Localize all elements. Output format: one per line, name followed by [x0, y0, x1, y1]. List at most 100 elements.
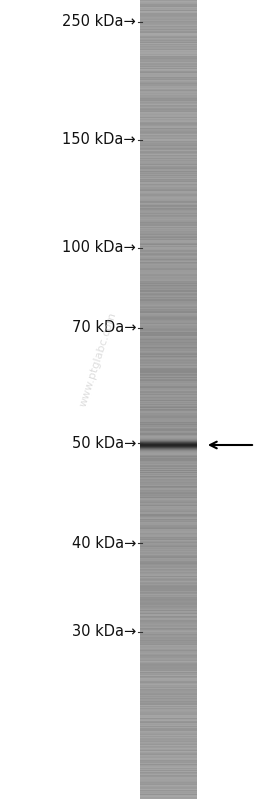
Bar [140, 397, 197, 399]
Bar [140, 95, 197, 97]
Bar [140, 613, 197, 614]
Bar [140, 424, 197, 426]
Bar [140, 547, 197, 548]
Bar [140, 368, 197, 369]
Bar [140, 39, 197, 41]
Bar [140, 31, 197, 33]
Bar [140, 400, 197, 402]
Bar [140, 770, 197, 772]
Bar [140, 526, 197, 527]
Bar [140, 208, 197, 209]
Bar [140, 318, 197, 320]
Bar [140, 727, 197, 729]
Bar [140, 40, 197, 42]
Bar [140, 724, 197, 725]
Bar [140, 507, 197, 508]
Bar [140, 120, 197, 121]
Bar [140, 2, 197, 3]
Bar [140, 611, 197, 613]
Bar [140, 534, 197, 535]
Bar [140, 77, 197, 78]
Bar [140, 576, 197, 578]
Bar [140, 212, 197, 213]
Bar [140, 32, 197, 34]
Bar [140, 673, 197, 674]
Bar [140, 669, 197, 670]
Bar [140, 72, 197, 74]
Bar [140, 35, 197, 37]
Bar [140, 655, 197, 657]
Bar [140, 409, 197, 411]
Bar [140, 704, 197, 706]
Bar [140, 361, 197, 363]
Bar [140, 606, 197, 607]
Bar [140, 596, 197, 598]
Bar [140, 648, 197, 650]
Bar [140, 720, 197, 721]
Bar [140, 773, 197, 774]
Bar [140, 518, 197, 519]
Bar [140, 391, 197, 392]
Bar [140, 87, 197, 89]
Bar [140, 37, 197, 38]
Bar [140, 628, 197, 630]
Bar [140, 308, 197, 309]
Bar [140, 639, 197, 641]
Bar [140, 364, 197, 365]
Bar [140, 753, 197, 754]
Bar [140, 760, 197, 761]
Bar [140, 634, 197, 635]
Bar [140, 132, 197, 133]
Bar [140, 213, 197, 214]
Bar [140, 746, 197, 748]
Bar [140, 194, 197, 196]
Bar [140, 661, 197, 662]
Bar [140, 358, 197, 360]
Bar [140, 560, 197, 562]
Bar [140, 636, 197, 638]
Bar [140, 152, 197, 153]
Bar [140, 672, 197, 674]
Bar [140, 65, 197, 66]
Bar [140, 537, 197, 539]
Bar [140, 243, 197, 244]
Bar [140, 146, 197, 148]
Bar [140, 199, 197, 201]
Bar [140, 334, 197, 336]
Bar [140, 591, 197, 593]
Bar [140, 309, 197, 311]
Bar [140, 348, 197, 349]
Bar [140, 350, 197, 352]
Bar [140, 38, 197, 39]
Bar [140, 631, 197, 633]
Bar [140, 341, 197, 343]
Bar [140, 546, 197, 547]
Bar [140, 737, 197, 738]
Bar [140, 382, 197, 384]
Bar [140, 12, 197, 14]
Bar [140, 226, 197, 228]
Bar [140, 795, 197, 797]
Text: 250 kDa→: 250 kDa→ [62, 14, 136, 30]
Bar [140, 779, 197, 781]
Bar [140, 644, 197, 646]
Bar [140, 758, 197, 760]
Bar [140, 614, 197, 615]
Bar [140, 101, 197, 102]
Bar [140, 271, 197, 272]
Bar [140, 706, 197, 707]
Bar [140, 657, 197, 658]
Bar [140, 685, 197, 686]
Bar [140, 121, 197, 122]
Bar [140, 621, 197, 622]
Bar [140, 756, 197, 757]
Bar [140, 470, 197, 471]
Bar [140, 590, 197, 591]
Bar [140, 735, 197, 737]
Bar [140, 517, 197, 519]
Bar [140, 473, 197, 475]
Bar [140, 759, 197, 761]
Bar [140, 667, 197, 669]
Bar [140, 286, 197, 288]
Bar [140, 103, 197, 105]
